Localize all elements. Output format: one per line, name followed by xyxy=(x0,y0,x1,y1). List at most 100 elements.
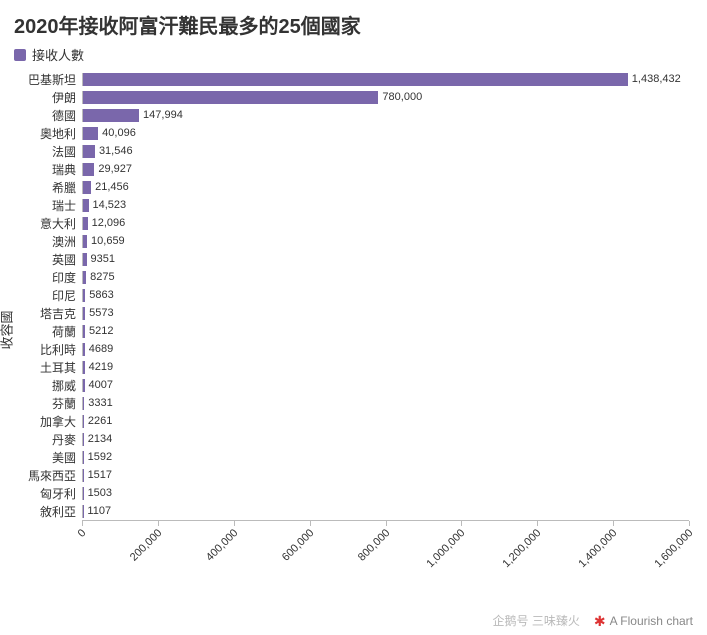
bar-row: 加拿大2261 xyxy=(18,412,689,430)
bar-category-label: 匈牙利 xyxy=(18,485,82,502)
legend: 接收人數 xyxy=(0,43,707,70)
chart-container: 2020年接收阿富汗難民最多的25個國家 接收人數 收容國 巴基斯坦1,438,… xyxy=(0,0,707,635)
flourish-icon: ✱ xyxy=(594,614,606,628)
bar-track: 29,927 xyxy=(82,163,689,176)
bar-value-label: 5212 xyxy=(85,325,113,337)
bar-category-label: 芬蘭 xyxy=(18,395,82,412)
bar-fill xyxy=(83,163,94,176)
bar-category-label: 希臘 xyxy=(18,179,82,196)
bar-row: 瑞典29,927 xyxy=(18,160,689,178)
bar-category-label: 伊朗 xyxy=(18,89,82,106)
bar-track: 40,096 xyxy=(82,127,689,140)
plot-area: 收容國 巴基斯坦1,438,432伊朗780,000德國147,994奧地利40… xyxy=(18,70,689,590)
bar-category-label: 丹麥 xyxy=(18,431,82,448)
bar-row: 敘利亞1107 xyxy=(18,502,689,520)
bar-value-label: 1503 xyxy=(84,487,112,499)
bar-track: 31,546 xyxy=(82,145,689,158)
bar-track: 1517 xyxy=(82,469,689,482)
x-tick xyxy=(82,521,83,526)
bar-value-label: 29,927 xyxy=(94,163,132,175)
bar-category-label: 瑞士 xyxy=(18,197,82,214)
bar-row: 意大利 12,096 xyxy=(18,214,689,232)
bar-track: 147,994 xyxy=(82,109,689,122)
bar-track: 14,523 xyxy=(82,199,689,212)
x-tick xyxy=(234,521,235,526)
bar-value-label: 4219 xyxy=(85,361,113,373)
watermark: 企鹅号 三味臻火 ✱ A Flourish chart xyxy=(493,612,693,629)
x-tick-label: 200,000 xyxy=(128,527,165,564)
bar-track: 10,659 xyxy=(82,235,689,248)
x-tick-label: 800,000 xyxy=(355,527,392,564)
bar-track: 4689 xyxy=(82,343,689,356)
bar-row: 塔吉克5573 xyxy=(18,304,689,322)
bar-value-label: 2134 xyxy=(84,433,112,445)
x-tick xyxy=(689,521,690,526)
bar-category-label: 荷蘭 xyxy=(18,323,82,340)
bar-track: 21,456 xyxy=(82,181,689,194)
bar-row: 荷蘭5212 xyxy=(18,322,689,340)
bar-fill xyxy=(83,181,91,194)
bar-category-label: 加拿大 xyxy=(18,413,82,430)
bar-value-label: 780,000 xyxy=(378,91,422,103)
bar-category-label: 意大利 xyxy=(18,215,82,232)
bar-category-label: 澳洲 xyxy=(18,233,82,250)
bar-value-label: 147,994 xyxy=(139,109,183,121)
bar-category-label: 比利時 xyxy=(18,341,82,358)
x-axis: 0200,000400,000600,000800,0001,000,0001,… xyxy=(82,520,689,590)
flourish-label: A Flourish chart xyxy=(610,614,693,628)
x-tick xyxy=(461,521,462,526)
bar-value-label: 1592 xyxy=(84,451,112,463)
bar-value-label: 40,096 xyxy=(98,127,136,139)
bar-value-label: 5863 xyxy=(85,289,113,301)
bar-row: 印尼5863 xyxy=(18,286,689,304)
bar-track: 4219 xyxy=(82,361,689,374)
bar-row: 馬來西亞1517 xyxy=(18,466,689,484)
bar-track: 1,438,432 xyxy=(82,73,689,86)
bar-track: 5212 xyxy=(82,325,689,338)
bar-fill xyxy=(83,109,139,122)
bar-track: 8275 xyxy=(82,271,689,284)
bar-row: 法國31,546 xyxy=(18,142,689,160)
bar-value-label: 4689 xyxy=(85,343,113,355)
bar-track: 5863 xyxy=(82,289,689,302)
bar-track: 3331 xyxy=(82,397,689,410)
bars-region: 巴基斯坦1,438,432伊朗 780,000 德國 147,994 奧地利 40,096… xyxy=(18,70,689,520)
bar-category-label: 奧地利 xyxy=(18,125,82,142)
bar-value-label: 12,096 xyxy=(88,217,126,229)
bar-value-label: 10,659 xyxy=(87,235,125,247)
x-tick-label: 400,000 xyxy=(204,527,241,564)
bar-row: 芬蘭3331 xyxy=(18,394,689,412)
bar-row: 挪威4007 xyxy=(18,376,689,394)
x-tick xyxy=(613,521,614,526)
bar-category-label: 印度 xyxy=(18,269,82,286)
bar-row: 瑞士 14,523 xyxy=(18,196,689,214)
bar-row: 伊朗 780,000 xyxy=(18,88,689,106)
x-tick-label: 1,400,000 xyxy=(577,527,620,570)
bar-row: 印度8275 xyxy=(18,268,689,286)
bar-row: 土耳其4219 xyxy=(18,358,689,376)
chart-title: 2020年接收阿富汗難民最多的25個國家 xyxy=(0,0,707,43)
bar-row: 比利時4689 xyxy=(18,340,689,358)
bar-track: 5573 xyxy=(82,307,689,320)
bar-row: 巴基斯坦1,438,432 xyxy=(18,70,689,88)
bar-value-label: 3331 xyxy=(84,397,112,409)
bar-category-label: 土耳其 xyxy=(18,359,82,376)
bar-category-label: 德國 xyxy=(18,107,82,124)
bar-category-label: 挪威 xyxy=(18,377,82,394)
bar-value-label: 1107 xyxy=(83,505,111,517)
bar-category-label: 塔吉克 xyxy=(18,305,82,322)
bar-value-label: 9351 xyxy=(87,253,115,265)
bar-value-label: 14,523 xyxy=(89,199,127,211)
bar-track: 2134 xyxy=(82,433,689,446)
bar-row: 希臘21,456 xyxy=(18,178,689,196)
x-tick xyxy=(537,521,538,526)
bar-category-label: 印尼 xyxy=(18,287,82,304)
bar-track: 9351 xyxy=(82,253,689,266)
bar-value-label: 5573 xyxy=(85,307,113,319)
bar-track: 2261 xyxy=(82,415,689,428)
bar-value-label: 1517 xyxy=(84,469,112,481)
bar-track: 4007 xyxy=(82,379,689,392)
flourish-credit: ✱ A Flourish chart xyxy=(594,614,693,628)
x-tick-label: 1,200,000 xyxy=(501,527,544,570)
bar-track: 1107 xyxy=(82,505,689,518)
